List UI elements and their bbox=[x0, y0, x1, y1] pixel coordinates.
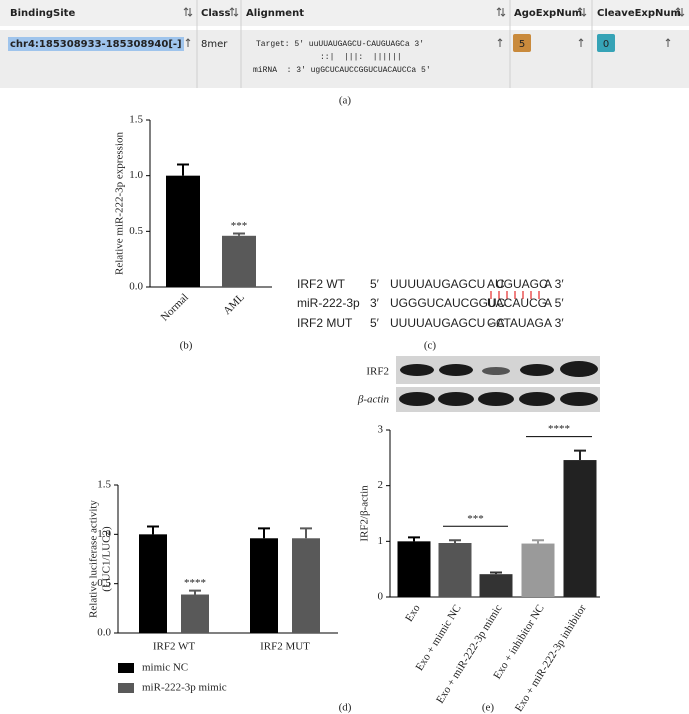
bar bbox=[166, 175, 200, 287]
significance: **** bbox=[184, 577, 206, 589]
y-tick-label: 1.0 bbox=[129, 169, 143, 181]
y-tick-label: 0.5 bbox=[97, 577, 111, 589]
sequence-part: A 5′ bbox=[544, 296, 564, 310]
y-tick-label: 2 bbox=[378, 479, 384, 491]
y-axis-label: Relative luciferase activity bbox=[88, 500, 100, 618]
y-tick-label: 0.0 bbox=[129, 281, 143, 293]
bar bbox=[438, 543, 472, 597]
column-header: Class bbox=[201, 8, 230, 19]
x-tick-label: AML bbox=[221, 291, 247, 317]
y-axis-label: (LUC1/LUC2) bbox=[101, 526, 113, 592]
cleave-exp-num: 0 bbox=[603, 39, 609, 50]
legend-swatch bbox=[118, 663, 134, 673]
y-tick-label: 3 bbox=[378, 424, 384, 436]
error-bar bbox=[189, 589, 201, 595]
error-bar bbox=[490, 571, 502, 575]
y-tick-label: 1.5 bbox=[97, 479, 111, 491]
sequence-end: 3′ bbox=[370, 296, 380, 310]
bar bbox=[397, 541, 431, 597]
y-tick-label: 1.5 bbox=[129, 114, 143, 126]
column-dividers bbox=[196, 0, 593, 88]
error-bar bbox=[300, 527, 312, 539]
blot-label: β-actin bbox=[357, 394, 390, 406]
error-bar bbox=[147, 525, 159, 535]
y-tick-label: 0 bbox=[378, 591, 384, 603]
sequence-part: A 3′ bbox=[544, 316, 564, 330]
column-header: AgoExpNum bbox=[514, 8, 582, 19]
sequence-name: IRF2 MUT bbox=[297, 316, 353, 330]
seed-region: UACAUCG bbox=[487, 296, 547, 310]
y-tick-label: 1.0 bbox=[97, 528, 111, 540]
bar bbox=[139, 534, 167, 633]
sequence-end: 5′ bbox=[370, 277, 380, 291]
error-bar bbox=[258, 527, 270, 539]
bar bbox=[479, 574, 513, 597]
error-bar bbox=[449, 539, 461, 544]
panel-label: (e) bbox=[482, 702, 495, 714]
pairing-lines bbox=[490, 291, 540, 299]
alignment-line: Target: 5' uuUUAUGAGCU-CAUGUAGCa 3' bbox=[256, 40, 424, 49]
sequence-part: UUUUAUGAGCU - C bbox=[390, 277, 505, 291]
significance: *** bbox=[231, 220, 248, 232]
blot-bands bbox=[399, 361, 598, 406]
sequence-part: A 3′ bbox=[544, 277, 564, 291]
column-header: Alignment bbox=[246, 8, 304, 19]
x-tick-label: IRF2 MUT bbox=[260, 641, 310, 653]
x-tick-label: Normal bbox=[159, 291, 191, 323]
legend-label: mimic NC bbox=[142, 662, 188, 674]
sequence-part: UUUUAUGAGCU - C bbox=[390, 316, 505, 330]
panel-label: (c) bbox=[424, 340, 437, 352]
sequence-part: UGGGUCAUCGGUC bbox=[390, 296, 506, 310]
binding-site: chr4:185308933-185308940[-] bbox=[10, 39, 182, 50]
sort-icons bbox=[183, 7, 685, 47]
cleave-badge bbox=[597, 34, 615, 52]
error-bar bbox=[408, 536, 420, 542]
blot-label: IRF2 bbox=[366, 366, 389, 378]
y-axis-label: IRF2/β-actin bbox=[359, 485, 371, 542]
error-bar bbox=[177, 163, 189, 176]
bar bbox=[222, 235, 256, 287]
seed-region: GATAUAG bbox=[487, 316, 544, 330]
column-header: BindingSite bbox=[10, 8, 75, 19]
x-tick-label: IRF2 WT bbox=[153, 641, 196, 653]
ago-exp-num: 5 bbox=[519, 39, 525, 50]
y-axis-label: Relative miR-222-3p expression bbox=[114, 132, 126, 275]
panel-label: (a) bbox=[339, 95, 352, 107]
bar bbox=[250, 538, 278, 633]
alignment-line: ::| |||: |||||| bbox=[320, 53, 402, 62]
x-tick-label: Exo + miR-222-3p inhibitor bbox=[513, 602, 589, 714]
significance: *** bbox=[467, 513, 484, 525]
seed-region: AUGUAGC bbox=[487, 277, 548, 291]
sequence-end: 5′ bbox=[370, 316, 380, 330]
column-header: CleaveExpNum bbox=[597, 8, 681, 19]
x-tick-label: Exo bbox=[403, 602, 423, 624]
sequence-name: miR-222-3p bbox=[297, 296, 360, 310]
ago-badge bbox=[513, 34, 531, 52]
alignment-line: miRNA : 3' ugGCUCAUCCGGUCUACAUCCa 5' bbox=[253, 66, 431, 75]
bar bbox=[292, 538, 320, 633]
selection-highlight bbox=[8, 37, 184, 51]
panel-label: (b) bbox=[180, 340, 193, 352]
significance: **** bbox=[548, 423, 570, 435]
bar bbox=[181, 594, 209, 633]
error-bar bbox=[574, 449, 586, 461]
legend-label: miR-222-3p mimic bbox=[142, 682, 227, 694]
y-tick-label: 1 bbox=[378, 535, 384, 547]
table-header-bg bbox=[0, 0, 689, 26]
y-tick-label: 0.5 bbox=[129, 225, 143, 237]
site-class: 8mer bbox=[201, 39, 228, 50]
y-tick-label: 0.0 bbox=[97, 627, 111, 639]
panel-label: (d) bbox=[339, 702, 352, 714]
error-bar bbox=[532, 539, 544, 544]
error-bar bbox=[233, 232, 245, 236]
legend-swatch bbox=[118, 683, 134, 693]
bar bbox=[563, 460, 597, 597]
sequence-name: IRF2 WT bbox=[297, 277, 346, 291]
bar bbox=[521, 543, 555, 597]
